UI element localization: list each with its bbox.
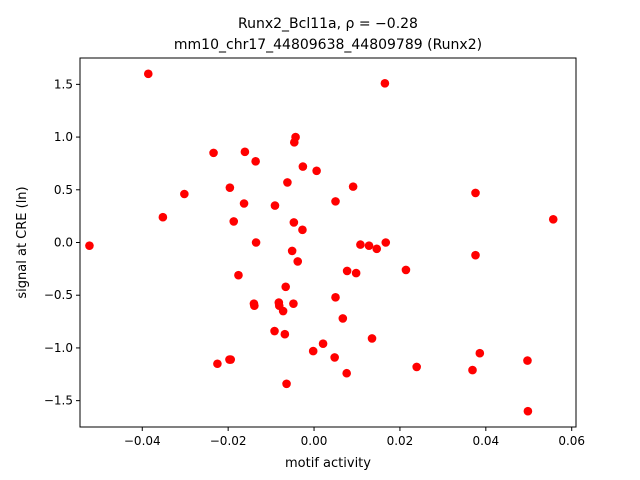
- data-point: [380, 79, 390, 88]
- y-axis-ticks: −1.5 −1.0 −0.5 0.0 0.5 1.0 1.5: [44, 77, 80, 408]
- data-point: [342, 368, 351, 378]
- data-point: [234, 270, 243, 280]
- y-tick-label: 1.5: [54, 77, 73, 91]
- x-tick-label: 0.00: [301, 434, 328, 448]
- data-point: [348, 182, 358, 191]
- x-tick-label: 0.02: [387, 434, 414, 448]
- data-point: [251, 238, 261, 247]
- data-point: [351, 268, 361, 278]
- data-point: [312, 166, 321, 176]
- data-point: [367, 334, 377, 343]
- x-axis-label: motif activity: [285, 456, 371, 471]
- data-point: [298, 162, 308, 171]
- data-point: [287, 246, 297, 256]
- data-point: [225, 183, 235, 192]
- data-point: [225, 355, 234, 364]
- data-point: [298, 225, 307, 235]
- y-tick-label: 0.5: [54, 183, 73, 197]
- y-tick-label: −0.5: [44, 288, 73, 302]
- chart-title-line2: mm10_chr17_44809638_44809789 (Runx2): [174, 37, 482, 53]
- data-point: [85, 241, 94, 250]
- data-point: [239, 199, 249, 208]
- data-point: [342, 266, 352, 276]
- data-point: [283, 178, 292, 187]
- y-tick-label: −1.0: [44, 341, 73, 355]
- y-tick-label: 0.0: [54, 236, 73, 250]
- data-point: [548, 215, 558, 224]
- data-point: [213, 359, 222, 369]
- x-axis-ticks: −0.04 −0.02 0.00 0.02 0.04 0.06: [124, 427, 585, 448]
- x-tick-label: −0.04: [124, 434, 161, 448]
- data-point: [364, 241, 374, 250]
- data-point: [289, 218, 299, 227]
- data-point: [338, 314, 348, 323]
- data-point: [381, 238, 391, 247]
- data-point: [229, 217, 239, 226]
- axes-frame: [79, 57, 577, 428]
- data-point: [270, 326, 279, 336]
- data-point: [471, 188, 480, 198]
- data-point: [274, 301, 284, 311]
- data-point: [289, 138, 299, 147]
- data-point: [282, 379, 291, 389]
- data-point: [250, 301, 259, 311]
- data-point: [318, 339, 328, 349]
- data-point: [308, 346, 318, 356]
- y-axis-label: signal at CRE (ln): [15, 186, 30, 298]
- plot-area: −0.04 −0.02 0.00 0.02 0.04 0.06 −1.5 −1.0 −0.5 0…: [44, 57, 585, 448]
- x-tick-label: 0.04: [472, 434, 499, 448]
- x-tick-label: 0.06: [558, 434, 585, 448]
- data-point: [523, 406, 533, 416]
- data-point: [330, 353, 339, 362]
- data-point: [475, 348, 485, 358]
- data-points: [85, 69, 558, 416]
- data-point: [180, 189, 189, 199]
- data-point: [293, 257, 303, 266]
- data-point: [240, 147, 250, 157]
- data-point: [372, 244, 382, 254]
- y-tick-label: −1.5: [44, 394, 73, 408]
- data-point: [289, 299, 298, 308]
- data-point: [280, 329, 290, 339]
- data-point: [331, 197, 340, 206]
- data-point: [468, 365, 477, 375]
- data-point: [412, 362, 421, 372]
- data-point: [401, 265, 411, 275]
- data-point: [158, 212, 168, 222]
- data-point: [209, 148, 218, 158]
- y-tick-label: 1.0: [54, 130, 73, 144]
- data-point: [523, 356, 532, 365]
- chart-title-line1: Runx2_Bcl11a, ρ = −0.28: [238, 16, 418, 32]
- data-point: [270, 201, 280, 210]
- data-point: [281, 282, 291, 292]
- data-point: [331, 293, 340, 302]
- data-point: [356, 240, 365, 249]
- data-point: [143, 69, 153, 79]
- x-tick-label: −0.02: [210, 434, 247, 448]
- data-point: [251, 157, 260, 166]
- data-point: [471, 250, 480, 260]
